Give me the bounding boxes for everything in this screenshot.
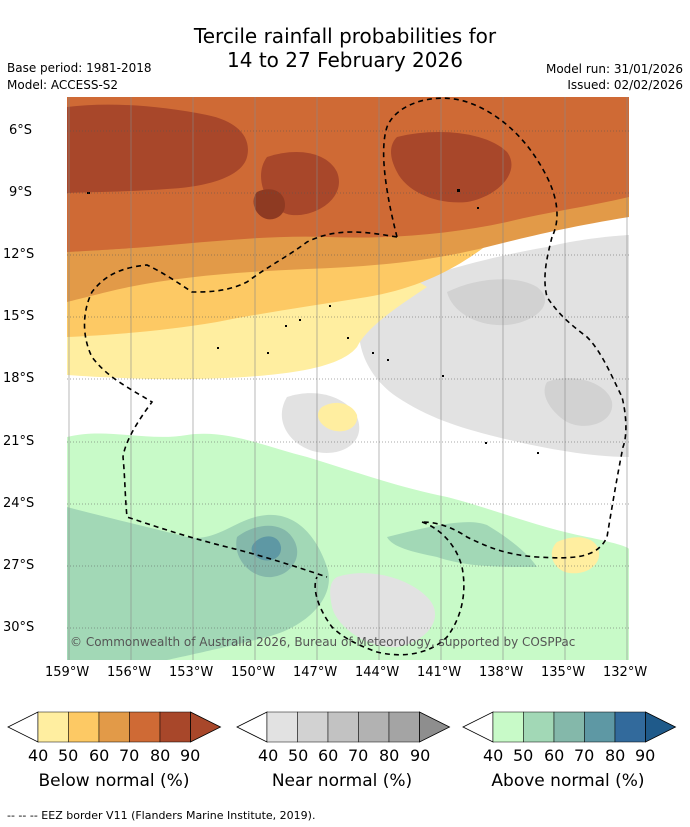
near-normal-50-region-east: [544, 378, 613, 426]
below-tick-40: 40: [28, 746, 49, 765]
above-normal-title: Above normal (%): [491, 771, 645, 791]
lon-tick-144w: 144°W: [355, 665, 400, 680]
issued-label: Issued: 02/02/2026: [567, 78, 683, 92]
above-normal-50-region-east: [387, 522, 537, 567]
colorbar-near-segment: [358, 711, 390, 743]
above-tick-70: 70: [574, 746, 595, 765]
above-normal-70-region: [251, 536, 282, 561]
below-tick-60: 60: [89, 746, 110, 765]
below-tick-50: 50: [58, 746, 79, 765]
near-normal-title: Near normal (%): [271, 771, 413, 791]
colorbar-above-segment: [614, 711, 646, 743]
eez-border: [83, 97, 627, 656]
lat-tick-21s: 21°S: [3, 434, 35, 449]
lon-tick-156w: 156°W: [107, 665, 152, 680]
below-normal-90-region: [253, 189, 285, 220]
lat-tick-30s: 30°S: [3, 620, 35, 635]
below-normal-40-region-south: [551, 537, 600, 574]
map-meridians: [68, 97, 628, 660]
lon-tick-135w: 135°W: [541, 665, 586, 680]
colorbar-below-segment: [98, 711, 130, 743]
map-title-line-1: Tercile rainfall probabilities for: [193, 24, 497, 48]
near-tick-60: 60: [318, 746, 339, 765]
colorbar-below-segment: [37, 711, 69, 743]
colorbar-below-upper-extend: [190, 711, 222, 743]
eez-footer-note: -- -- -- EEZ border V11 (Flanders Marine…: [7, 809, 316, 822]
above-tick-90: 90: [635, 746, 656, 765]
lon-tick-132w: 132°W: [603, 665, 648, 680]
lon-tick-147w: 147°W: [293, 665, 338, 680]
model-label: Model: ACCESS-S2: [7, 78, 119, 92]
near-tick-70: 70: [348, 746, 369, 765]
lon-tick-153w: 153°W: [169, 665, 214, 680]
colorbar-below-normal: [7, 711, 222, 743]
below-tick-90: 90: [180, 746, 201, 765]
colorbar-near-segment: [266, 711, 298, 743]
colorbar-above-segment: [584, 711, 616, 743]
colorbar-near-normal: [236, 711, 451, 743]
near-tick-80: 80: [379, 746, 400, 765]
near-normal-40-region-southwest: [330, 573, 436, 648]
below-tick-70: 70: [119, 746, 140, 765]
below-normal-title: Below normal (%): [38, 771, 190, 791]
colorbar-near-segment: [388, 711, 420, 743]
lat-tick-6s: 6°S: [9, 123, 33, 138]
colorbar-near-upper-extend: [419, 711, 451, 743]
colorbar-below-segment: [129, 711, 161, 743]
colorbar-below-lower-extend: [7, 711, 39, 743]
lat-tick-9s: 9°S: [9, 185, 33, 200]
colorbar-above-segment: [553, 711, 585, 743]
rainfall-probability-map: © Commonwealth of Australia 2026, Bureau…: [67, 97, 629, 660]
above-tick-60: 60: [544, 746, 565, 765]
below-normal-80-region-east: [391, 132, 512, 203]
lon-tick-150w: 150°W: [231, 665, 276, 680]
colorbar-above-segment: [523, 711, 555, 743]
colorbar-above-normal: [462, 711, 677, 743]
near-tick-50: 50: [288, 746, 309, 765]
colorbar-below-segment: [159, 711, 191, 743]
colorbar-above-lower-extend: [462, 711, 494, 743]
colorbar-above-upper-extend: [645, 711, 677, 743]
near-normal-50-region: [447, 279, 546, 326]
colorbar-near-lower-extend: [236, 711, 268, 743]
below-tick-80: 80: [150, 746, 171, 765]
above-tick-40: 40: [483, 746, 504, 765]
lon-tick-141w: 141°W: [417, 665, 462, 680]
colorbar-near-segment: [297, 711, 329, 743]
below-normal-80-region: [67, 104, 248, 193]
colorbar-below-segment: [68, 711, 100, 743]
colorbar-above-segment: [492, 711, 524, 743]
colorbar-near-segment: [327, 711, 359, 743]
base-period-label: Base period: 1981-2018: [7, 61, 152, 75]
lat-tick-24s: 24°S: [3, 496, 35, 511]
below-normal-40-region-mid: [317, 402, 358, 432]
lat-tick-27s: 27°S: [3, 558, 35, 573]
model-run-label: Model run: 31/01/2026: [545, 62, 683, 76]
lon-tick-138w: 138°W: [479, 665, 524, 680]
colorbar-legends: [7, 711, 677, 743]
lon-tick-159w: 159°W: [45, 665, 90, 680]
near-tick-40: 40: [258, 746, 279, 765]
map-title-line-2: 14 to 27 February 2026: [227, 48, 463, 72]
lat-tick-15s: 15°S: [3, 309, 35, 324]
lat-tick-12s: 12°S: [3, 247, 35, 262]
lat-tick-18s: 18°S: [3, 371, 35, 386]
above-tick-80: 80: [605, 746, 626, 765]
copyright-text: © Commonwealth of Australia 2026, Bureau…: [70, 635, 575, 649]
map-gridlines: [67, 130, 629, 629]
above-tick-50: 50: [513, 746, 534, 765]
near-tick-90: 90: [410, 746, 431, 765]
